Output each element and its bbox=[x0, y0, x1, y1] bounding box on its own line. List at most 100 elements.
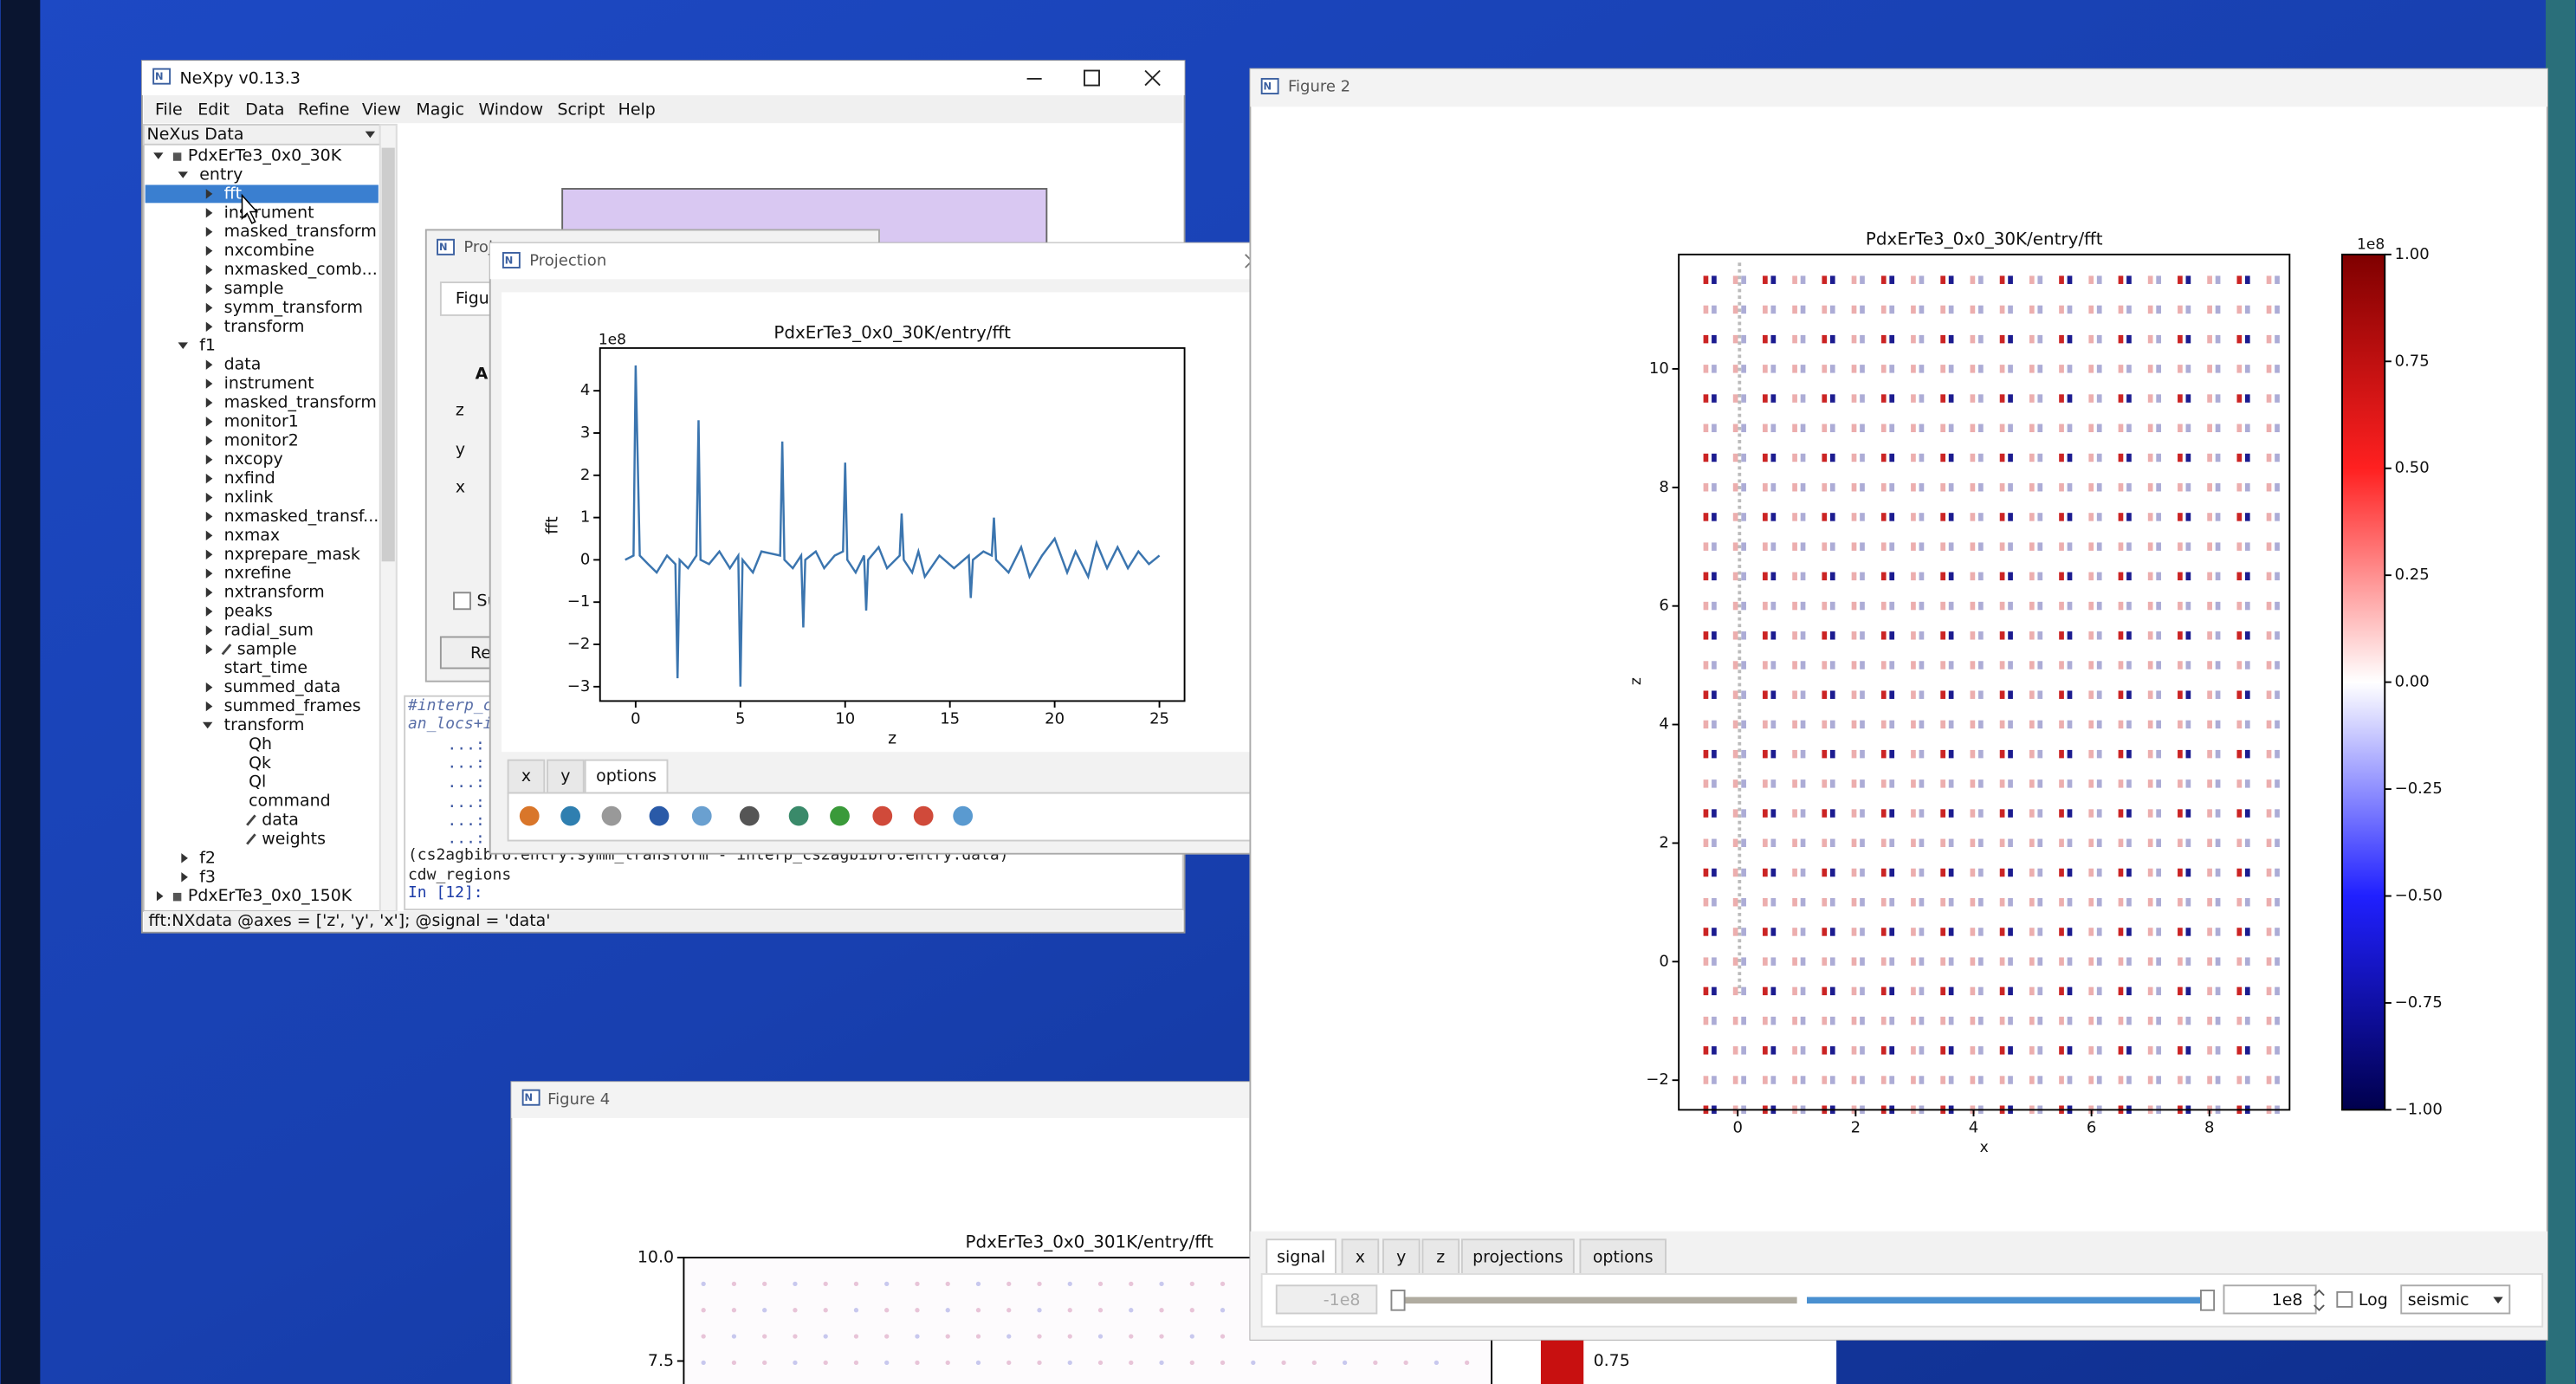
tab-label[interactable]: options bbox=[1593, 1248, 1654, 1267]
tree-item[interactable]: f3 bbox=[199, 867, 216, 886]
tree-item[interactable]: fft bbox=[224, 184, 242, 203]
tree-item[interactable]: sample bbox=[237, 639, 297, 658]
expand-arrow[interactable] bbox=[205, 208, 213, 218]
tree-item[interactable]: weights bbox=[262, 829, 326, 848]
tab-label[interactable]: options bbox=[596, 766, 657, 786]
toolbar-button[interactable] bbox=[788, 805, 809, 826]
tab[interactable] bbox=[1382, 1238, 1421, 1275]
expand-arrow[interactable] bbox=[205, 378, 213, 389]
expand-arrow[interactable] bbox=[205, 189, 213, 199]
expand-arrow[interactable] bbox=[205, 644, 213, 655]
menu-item[interactable]: Help bbox=[618, 100, 656, 120]
checkbox[interactable] bbox=[453, 592, 471, 611]
tree-item[interactable]: nxrefine bbox=[224, 564, 292, 583]
toolbar-button[interactable] bbox=[872, 805, 893, 826]
expand-arrow[interactable] bbox=[153, 152, 164, 159]
tree-item[interactable]: nxtransform bbox=[224, 583, 325, 602]
close-button[interactable] bbox=[1144, 69, 1161, 87]
expand-arrow[interactable] bbox=[178, 342, 188, 350]
expand-arrow[interactable] bbox=[205, 436, 213, 446]
tab[interactable] bbox=[547, 759, 585, 794]
tab-label[interactable]: y bbox=[1396, 1248, 1406, 1267]
tree-item[interactable]: instrument bbox=[224, 203, 314, 222]
toolbar-button[interactable] bbox=[601, 805, 622, 826]
expand-arrow[interactable] bbox=[205, 701, 213, 712]
toolbar-button[interactable] bbox=[830, 805, 850, 826]
tab-label[interactable]: z bbox=[1436, 1248, 1445, 1267]
toolbar-button[interactable] bbox=[649, 805, 670, 826]
tree-item[interactable]: monitor1 bbox=[224, 411, 299, 430]
tree-item[interactable]: data bbox=[224, 355, 262, 374]
expand-arrow[interactable] bbox=[205, 549, 213, 559]
expand-arrow[interactable] bbox=[205, 530, 213, 541]
tree-item[interactable]: nxmax bbox=[224, 526, 280, 545]
expand-arrow[interactable] bbox=[205, 455, 213, 465]
tree-item[interactable]: transform bbox=[224, 317, 305, 336]
menu-item[interactable]: Script bbox=[557, 100, 605, 120]
menu-item[interactable]: File bbox=[155, 100, 183, 120]
expand-arrow[interactable] bbox=[205, 625, 213, 636]
tab[interactable] bbox=[1579, 1238, 1667, 1275]
menu-item[interactable]: Data bbox=[245, 100, 284, 120]
tab-label[interactable]: projections bbox=[1472, 1248, 1563, 1267]
toolbar-button[interactable] bbox=[953, 805, 974, 826]
expand-arrow[interactable] bbox=[205, 283, 213, 294]
tree-item[interactable]: sample bbox=[224, 279, 284, 298]
tab[interactable] bbox=[1460, 1238, 1575, 1275]
expand-arrow[interactable] bbox=[203, 721, 213, 729]
tree-item[interactable]: PdxErTe3_0x0_150K bbox=[188, 886, 353, 905]
tree-item[interactable]: instrument bbox=[224, 374, 314, 393]
tab[interactable] bbox=[1265, 1238, 1337, 1275]
expand-arrow[interactable] bbox=[205, 264, 213, 275]
tab-label[interactable]: x bbox=[521, 766, 531, 786]
tree-item[interactable]: nxcombine bbox=[224, 241, 314, 260]
expand-arrow[interactable] bbox=[205, 227, 213, 237]
menu-item[interactable]: Window bbox=[478, 100, 543, 120]
log-checkbox[interactable] bbox=[2336, 1290, 2353, 1308]
tab-label[interactable]: signal bbox=[1277, 1248, 1325, 1267]
tree-item[interactable]: nxmasked_transf... bbox=[224, 507, 379, 526]
tree-item[interactable]: nxmasked_comb... bbox=[224, 260, 378, 279]
expand-arrow[interactable] bbox=[205, 245, 213, 256]
expand-arrow[interactable] bbox=[178, 171, 188, 178]
tree-item[interactable]: nxcopy bbox=[224, 449, 283, 469]
expand-arrow[interactable] bbox=[156, 891, 164, 902]
menu-item[interactable]: Refine bbox=[298, 100, 350, 120]
tree-item[interactable]: nxlink bbox=[224, 488, 274, 507]
slider-handle[interactable] bbox=[1390, 1290, 1406, 1311]
tree-item[interactable]: peaks bbox=[224, 602, 273, 621]
tree-item[interactable]: symm_transform bbox=[224, 298, 363, 317]
expand-arrow[interactable] bbox=[205, 587, 213, 598]
toolbar-button[interactable] bbox=[691, 805, 712, 826]
colormap-combo[interactable] bbox=[2400, 1284, 2511, 1315]
expand-arrow[interactable] bbox=[181, 872, 188, 883]
expand-arrow[interactable] bbox=[205, 398, 213, 408]
expand-arrow[interactable] bbox=[205, 302, 213, 314]
expand-arrow[interactable] bbox=[205, 606, 213, 617]
expand-arrow[interactable] bbox=[205, 492, 213, 503]
max-field[interactable] bbox=[2223, 1284, 2317, 1315]
tree-item[interactable]: f1 bbox=[199, 336, 216, 355]
tree-item[interactable]: nxprepare_mask bbox=[224, 545, 360, 564]
menu-item[interactable]: View bbox=[362, 100, 401, 120]
min-field[interactable] bbox=[1275, 1284, 1378, 1315]
tab[interactable] bbox=[507, 759, 546, 794]
expand-arrow[interactable] bbox=[181, 853, 188, 863]
expand-arrow[interactable] bbox=[205, 473, 213, 484]
tree-item[interactable]: PdxErTe3_0x0_30K bbox=[188, 146, 342, 165]
spin-buttons[interactable] bbox=[2314, 1289, 2325, 1312]
slider-track[interactable] bbox=[1807, 1297, 2206, 1304]
tree-item[interactable]: transform bbox=[224, 715, 305, 734]
expand-arrow[interactable] bbox=[205, 417, 213, 427]
tree-item[interactable]: summed_frames bbox=[224, 696, 361, 715]
tree-item[interactable]: summed_data bbox=[224, 677, 341, 696]
tree-item[interactable]: nxfind bbox=[224, 469, 275, 488]
toolbar-button[interactable] bbox=[913, 805, 934, 826]
toolbar-button[interactable] bbox=[519, 805, 540, 826]
tab-label[interactable]: y bbox=[560, 766, 570, 786]
tree-item[interactable]: masked_transform bbox=[224, 222, 377, 241]
toolbar-button[interactable] bbox=[560, 805, 580, 826]
expand-arrow[interactable] bbox=[205, 321, 213, 332]
tree-item[interactable]: radial_sum bbox=[224, 620, 314, 639]
tree-item[interactable]: masked_transform bbox=[224, 392, 377, 411]
